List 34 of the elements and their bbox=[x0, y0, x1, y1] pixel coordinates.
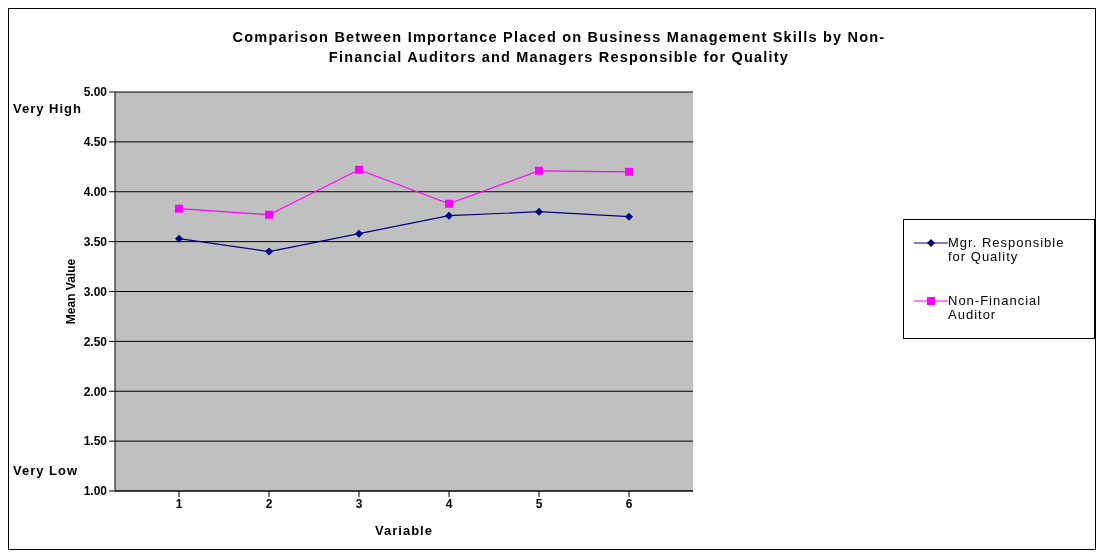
point bbox=[625, 167, 633, 176]
point bbox=[175, 234, 183, 243]
point bbox=[535, 207, 543, 216]
y-tick-label: 3.00 bbox=[83, 284, 108, 299]
y-tick-label: 4.00 bbox=[83, 185, 108, 200]
y-tick-label: 1.50 bbox=[83, 434, 108, 449]
x-tick-label: 1 bbox=[175, 496, 183, 511]
point bbox=[175, 204, 183, 213]
y-tick-label: 2.00 bbox=[83, 384, 108, 399]
point bbox=[445, 199, 453, 208]
y-axis-title: Mean Value bbox=[64, 258, 79, 325]
point bbox=[355, 229, 363, 238]
point bbox=[535, 166, 543, 175]
y-tick-label: 1.00 bbox=[83, 484, 108, 499]
text: Very High bbox=[13, 101, 82, 116]
point bbox=[265, 210, 273, 219]
point bbox=[445, 211, 453, 220]
x-tick-label: 6 bbox=[625, 496, 633, 511]
y-tick-label: 5.00 bbox=[83, 85, 108, 100]
x-tick-label: 4 bbox=[445, 496, 453, 511]
legend-label: Non-Financial Auditor bbox=[948, 293, 1043, 322]
point bbox=[265, 247, 273, 256]
x-tick-label: 3 bbox=[355, 496, 363, 511]
y-tick-label: 4.50 bbox=[83, 135, 108, 150]
x-axis-title: Variable bbox=[375, 523, 433, 538]
y-tick-label: 3.50 bbox=[83, 234, 108, 249]
text: Very Low bbox=[13, 463, 79, 478]
legend-label: Mgr. Responsible for Quality bbox=[948, 235, 1066, 264]
point bbox=[355, 165, 363, 174]
y-tick-label: 2.50 bbox=[83, 334, 108, 349]
x-tick-label: 5 bbox=[535, 496, 543, 511]
chart-title: Comparison Between Importance Placed on Business Management Skills by Non-Financial Auditors and Managers Responsible for Quality bbox=[231, 28, 887, 67]
x-tick-label: 2 bbox=[265, 496, 273, 511]
point bbox=[625, 212, 633, 221]
